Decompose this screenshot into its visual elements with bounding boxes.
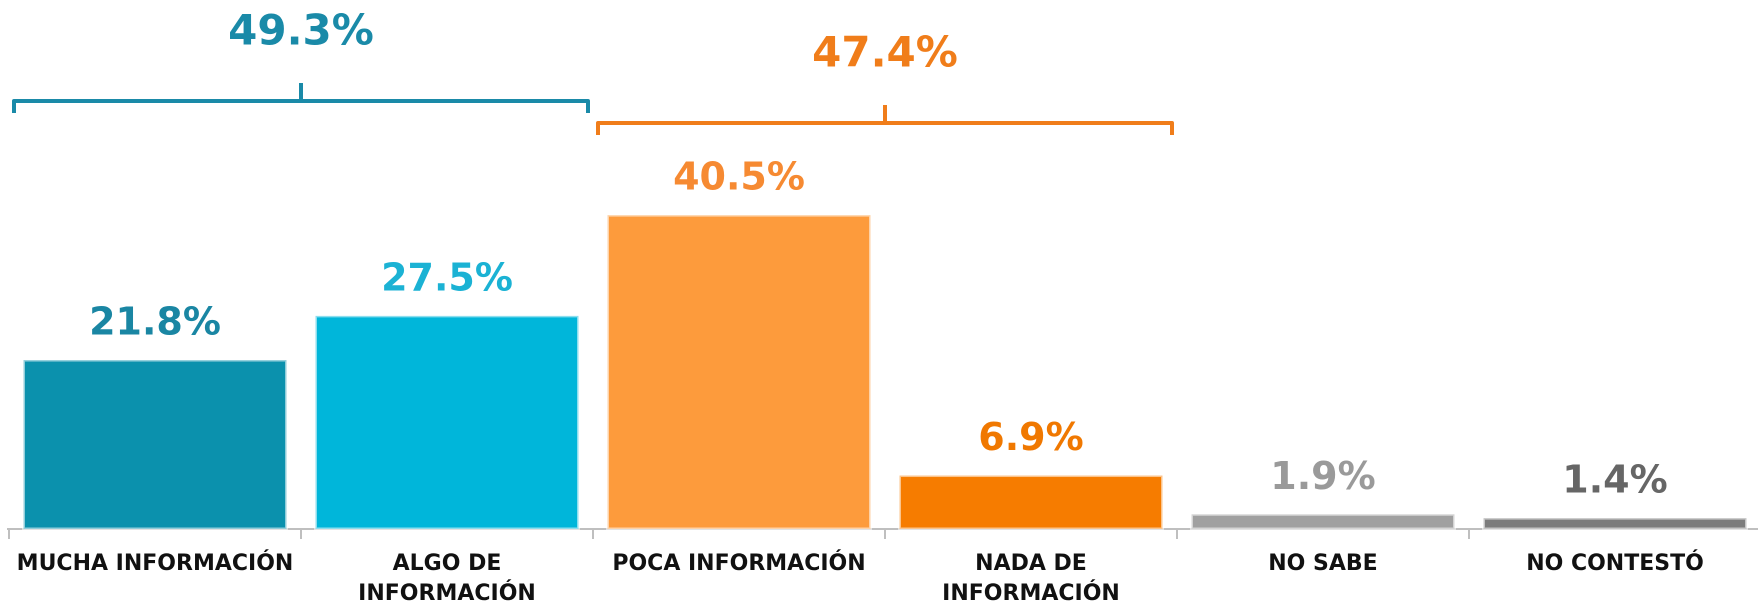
value-label: 21.8% bbox=[89, 300, 221, 344]
bar bbox=[314, 314, 580, 531]
value-label: 1.4% bbox=[1562, 458, 1667, 502]
group-bracket bbox=[12, 83, 590, 113]
value-label: 6.9% bbox=[978, 415, 1083, 459]
bar bbox=[1482, 516, 1748, 531]
bar bbox=[22, 358, 288, 531]
group-label: 47.4% bbox=[812, 28, 958, 77]
x-tick-label: NADA DE INFORMACIÓN bbox=[942, 551, 1120, 606]
bar bbox=[1190, 512, 1456, 531]
group-bracket bbox=[596, 105, 1174, 135]
value-label: 1.9% bbox=[1270, 454, 1375, 498]
x-tick-label: POCA INFORMACIÓN bbox=[612, 550, 865, 576]
bar bbox=[898, 474, 1164, 531]
group-label: 49.3% bbox=[228, 6, 374, 55]
x-tick-label: NO SABE bbox=[1268, 551, 1377, 576]
x-tick-label: ALGO DE INFORMACIÓN bbox=[358, 551, 536, 606]
x-tick-label: NO CONTESTÓ bbox=[1526, 550, 1704, 576]
value-label: 40.5% bbox=[673, 155, 805, 199]
bar bbox=[606, 213, 872, 531]
x-tick-label: MUCHA INFORMACIÓN bbox=[17, 550, 294, 576]
value-label: 27.5% bbox=[381, 255, 513, 299]
